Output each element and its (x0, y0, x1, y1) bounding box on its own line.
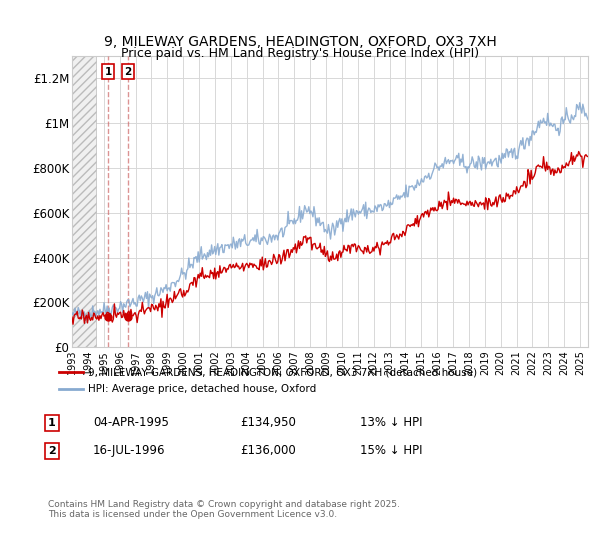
Text: 2: 2 (125, 67, 132, 77)
Text: Contains HM Land Registry data © Crown copyright and database right 2025.
This d: Contains HM Land Registry data © Crown c… (48, 500, 400, 519)
Text: HPI: Average price, detached house, Oxford: HPI: Average price, detached house, Oxfo… (88, 384, 316, 394)
Text: 15% ↓ HPI: 15% ↓ HPI (360, 444, 422, 458)
Text: 9, MILEWAY GARDENS, HEADINGTON, OXFORD, OX3 7XH: 9, MILEWAY GARDENS, HEADINGTON, OXFORD, … (104, 35, 496, 49)
Text: £134,950: £134,950 (240, 416, 296, 430)
Text: Price paid vs. HM Land Registry's House Price Index (HPI): Price paid vs. HM Land Registry's House … (121, 46, 479, 60)
Text: 1: 1 (48, 418, 56, 428)
Text: 1: 1 (104, 67, 112, 77)
Text: 13% ↓ HPI: 13% ↓ HPI (360, 416, 422, 430)
Text: 9, MILEWAY GARDENS, HEADINGTON, OXFORD, OX3 7XH (detached house): 9, MILEWAY GARDENS, HEADINGTON, OXFORD, … (88, 367, 477, 377)
Text: 16-JUL-1996: 16-JUL-1996 (93, 444, 166, 458)
Text: 04-APR-1995: 04-APR-1995 (93, 416, 169, 430)
Text: 2: 2 (48, 446, 56, 456)
Text: £136,000: £136,000 (240, 444, 296, 458)
